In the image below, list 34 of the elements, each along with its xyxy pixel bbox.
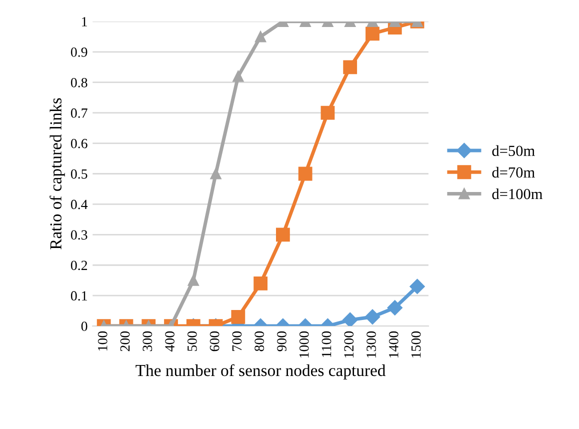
y-tick-label: 0.6 bbox=[70, 138, 88, 148]
x-axis-title: The number of sensor nodes captured bbox=[136, 364, 386, 380]
y-tick-label: 0.1 bbox=[70, 291, 87, 301]
x-tick-label: 200 bbox=[120, 331, 130, 352]
x-tick-label: 1300 bbox=[366, 331, 376, 358]
x-tick-label: 1500 bbox=[411, 331, 421, 358]
x-tick-label: 700 bbox=[232, 331, 242, 351]
y-tick-label: 0.5 bbox=[70, 169, 88, 179]
legend-label: d=50m bbox=[492, 145, 535, 156]
y-tick-label: 0.4 bbox=[70, 200, 88, 210]
y-axis-title: Ratio of captured links bbox=[50, 98, 65, 250]
x-tick-label: 500 bbox=[187, 331, 197, 351]
y-tick-label: 0.2 bbox=[70, 260, 88, 270]
y-tick-label: 1 bbox=[82, 17, 87, 26]
x-tick-label: 600 bbox=[210, 331, 220, 352]
point bbox=[298, 166, 312, 181]
point bbox=[320, 106, 335, 120]
point bbox=[210, 168, 222, 180]
legend-label: d=100m bbox=[492, 188, 543, 200]
x-tick-label: 400 bbox=[165, 331, 174, 352]
y-tick-label: 0.9 bbox=[70, 47, 88, 57]
y-tick-label: 0.3 bbox=[70, 230, 88, 240]
y-tick-label: 0 bbox=[81, 322, 88, 331]
x-tick-label: 300 bbox=[142, 331, 152, 352]
y-tick-label: 0.8 bbox=[70, 78, 88, 88]
x-tick-label: 1400 bbox=[388, 331, 398, 358]
x-tick-label: 100 bbox=[98, 331, 108, 351]
x-tick-label: 1000 bbox=[299, 331, 309, 358]
x-tick-label: 1200 bbox=[344, 331, 354, 358]
x-tick-label: 800 bbox=[254, 331, 264, 352]
legend-label: d=70m bbox=[492, 166, 535, 178]
x-tick-label: 900 bbox=[277, 331, 286, 352]
y-tick-label: 0.7 bbox=[70, 108, 88, 118]
x-tick-label: 1100 bbox=[322, 331, 332, 357]
